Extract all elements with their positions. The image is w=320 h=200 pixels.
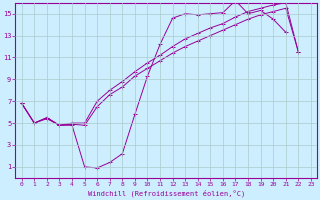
X-axis label: Windchill (Refroidissement éolien,°C): Windchill (Refroidissement éolien,°C): [88, 190, 245, 197]
